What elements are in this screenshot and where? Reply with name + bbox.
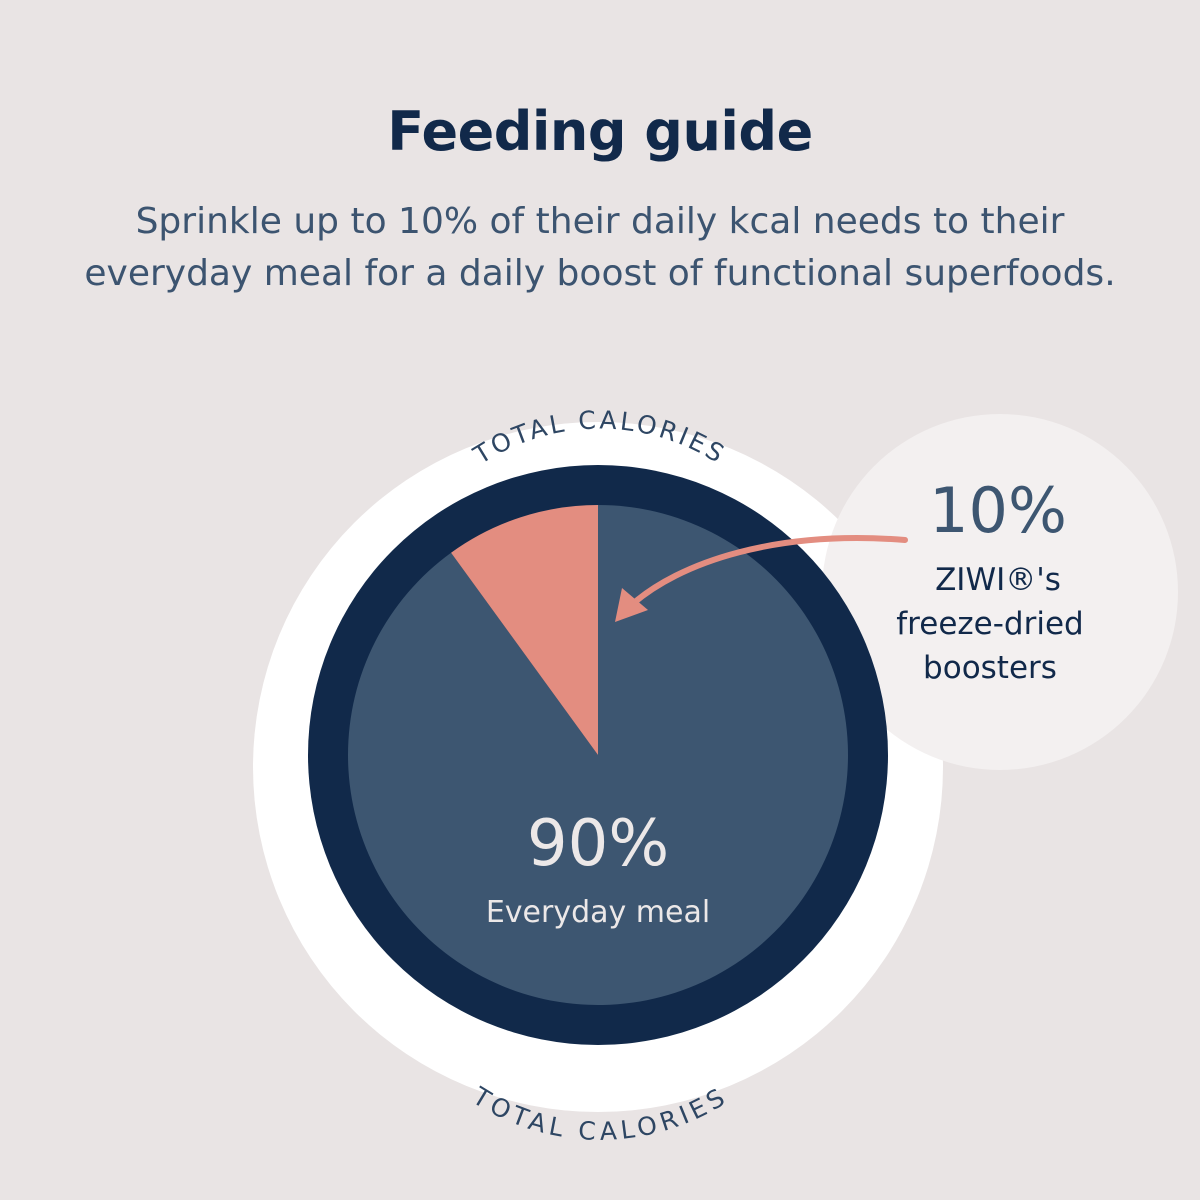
callout-value: 10% [929,474,1067,547]
callout-arrow [625,535,908,611]
callout-bubble [822,414,1178,770]
main-label: Everyday meal [486,895,710,930]
callout-line-2: freeze-dried [896,606,1083,642]
page-subtitle: Sprinkle up to 10% of their daily kcal n… [84,201,1116,294]
callout-line-3: boosters [923,650,1057,686]
arrow-head-icon [615,588,648,622]
pie-slice-boosters [451,505,598,755]
page-title: Feeding guide [387,100,813,163]
callout-line-1: ZIWI®'s [935,562,1061,598]
main-value: 90% [527,807,669,881]
